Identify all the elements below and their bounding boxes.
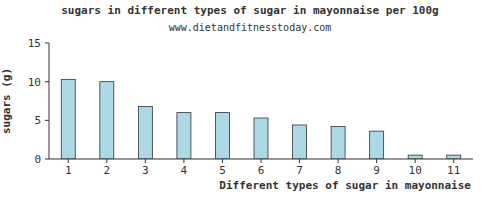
bar: [293, 125, 307, 159]
bar: [408, 155, 422, 159]
chart-svg: sugars in different types of sugar in ma…: [0, 0, 500, 200]
y-tick: [45, 120, 49, 121]
y-tick-label: 0: [34, 153, 41, 166]
chart-container: sugars in different types of sugar in ma…: [0, 0, 500, 200]
bar: [138, 106, 152, 159]
bar: [370, 131, 384, 159]
x-tick-label: 8: [335, 164, 342, 177]
x-tick: [299, 159, 300, 163]
x-tick-label: 2: [104, 164, 111, 177]
x-tick-label: 3: [142, 164, 149, 177]
bar: [331, 127, 345, 159]
y-tick: [45, 81, 49, 82]
x-axis-label: Different types of sugar in mayonnaise: [219, 179, 471, 192]
bar: [61, 79, 75, 159]
x-tick-label: 11: [447, 164, 460, 177]
bar: [177, 113, 191, 159]
x-tick-label: 10: [409, 164, 422, 177]
x-tick: [376, 159, 377, 163]
y-tick: [45, 43, 49, 44]
x-tick: [183, 159, 184, 163]
x-tick-label: 9: [373, 164, 380, 177]
x-tick: [415, 159, 416, 163]
background: [0, 0, 500, 200]
bar: [447, 155, 461, 159]
x-tick-label: 1: [65, 164, 72, 177]
y-axis-label: sugars (g): [0, 68, 13, 134]
y-tick: [45, 159, 49, 160]
x-tick: [338, 159, 339, 163]
x-tick: [261, 159, 262, 163]
title: sugars in different types of sugar in ma…: [61, 4, 439, 17]
bar: [254, 118, 268, 159]
y-tick-label: 15: [28, 37, 41, 50]
x-tick-label: 4: [181, 164, 188, 177]
y-tick-label: 10: [28, 76, 41, 89]
x-tick-label: 5: [219, 164, 226, 177]
subtitle: www.dietandfitnesstoday.com: [169, 22, 332, 33]
y-axis-line: [49, 43, 50, 159]
x-tick: [145, 159, 146, 163]
x-tick: [106, 159, 107, 163]
x-tick: [68, 159, 69, 163]
bar: [215, 113, 229, 159]
x-tick-label: 6: [258, 164, 265, 177]
bars: [61, 79, 460, 159]
x-tick: [222, 159, 223, 163]
bar: [100, 82, 114, 159]
x-tick: [453, 159, 454, 163]
x-tick-label: 7: [296, 164, 303, 177]
y-tick-label: 5: [34, 114, 41, 127]
